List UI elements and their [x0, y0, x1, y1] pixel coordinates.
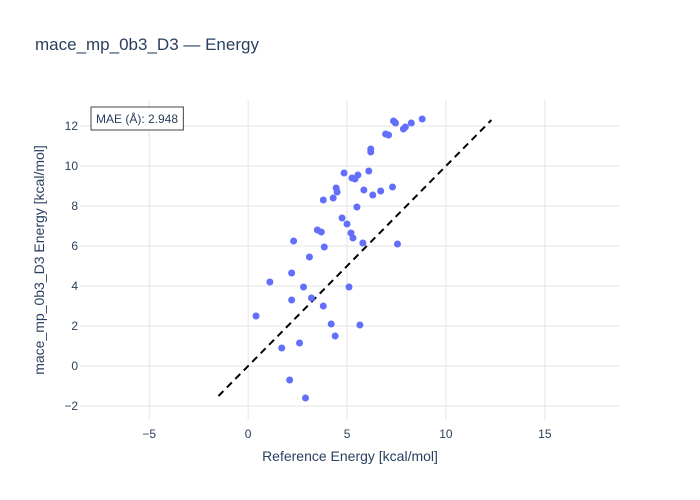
- data-point: [288, 296, 296, 304]
- data-point: [301, 394, 309, 402]
- data-point: [360, 186, 368, 194]
- data-point: [418, 115, 426, 123]
- data-point: [369, 191, 377, 199]
- y-axis-label: mace_mp_0b3_D3 Energy [kcal/mol]: [31, 145, 47, 375]
- y-tick-label: 2: [71, 319, 78, 333]
- data-point: [353, 203, 361, 211]
- y-tick-label: −2: [64, 399, 78, 413]
- data-point: [349, 234, 357, 242]
- y-tick-labels: −2 0 2 4 6 8 10 12: [64, 119, 78, 413]
- reference-line-group: [217, 119, 493, 397]
- data-point: [286, 376, 294, 384]
- x-tick-label: 0: [245, 427, 252, 441]
- data-point: [333, 188, 341, 196]
- data-point: [365, 167, 373, 175]
- data-point: [343, 220, 351, 228]
- data-point: [389, 183, 397, 191]
- data-point: [288, 269, 296, 277]
- data-point: [340, 169, 348, 177]
- x-tick-label: 5: [344, 427, 351, 441]
- y-tick-label: 10: [65, 159, 79, 173]
- data-point: [305, 253, 313, 261]
- data-point: [391, 119, 399, 127]
- x-tick-label: −5: [142, 427, 156, 441]
- data-point: [385, 131, 393, 139]
- chart-title: mace_mp_0b3_D3 — Energy: [35, 35, 259, 54]
- data-point: [359, 239, 367, 247]
- y-tick-label: 6: [71, 239, 78, 253]
- y-tick-label: 8: [71, 199, 78, 213]
- y-tick-label: 12: [65, 119, 79, 133]
- data-point: [329, 194, 337, 202]
- x-tick-label: 10: [439, 427, 453, 441]
- data-point: [377, 187, 385, 195]
- data-point: [290, 237, 298, 245]
- x-tick-labels: −5 0 5 10 15: [142, 427, 551, 441]
- annotation-box: [90, 106, 184, 131]
- data-point: [367, 148, 375, 156]
- x-tick-label: 15: [538, 427, 552, 441]
- y-tick-label: 0: [71, 359, 78, 373]
- data-point: [307, 294, 315, 302]
- data-point: [331, 332, 339, 340]
- data-point: [319, 196, 327, 204]
- data-point: [252, 312, 260, 320]
- grid-lines: [80, 100, 620, 420]
- data-point: [356, 321, 364, 329]
- y-tick-label: 4: [71, 279, 78, 293]
- data-point: [354, 171, 362, 179]
- x-axis-label: Reference Energy [kcal/mol]: [262, 448, 438, 464]
- annotation-text: MAE (Å): 2.948: [96, 111, 178, 126]
- mae-annotation: MAE (Å): 2.948: [90, 106, 184, 131]
- data-points: [252, 115, 426, 402]
- data-point: [319, 302, 327, 310]
- data-point: [320, 243, 328, 251]
- data-point: [278, 344, 286, 352]
- data-point: [401, 123, 409, 131]
- data-point: [345, 283, 353, 291]
- data-point: [317, 228, 325, 236]
- data-point: [327, 320, 335, 328]
- data-point: [393, 240, 401, 248]
- data-point: [300, 283, 308, 291]
- reference-line: [217, 119, 493, 397]
- data-point: [266, 278, 274, 286]
- data-point: [407, 119, 415, 127]
- data-point: [296, 339, 304, 347]
- data-point: [338, 214, 346, 222]
